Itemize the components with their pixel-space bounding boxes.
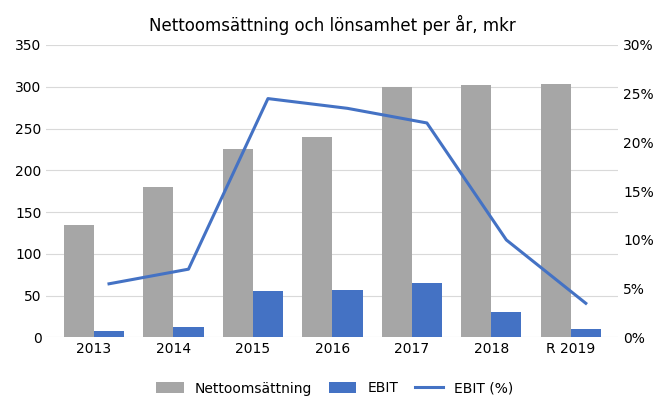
Bar [541, 84, 571, 337]
Bar [143, 187, 173, 337]
Bar [571, 329, 601, 337]
Title: Nettoomsättning och lönsamhet per år, mkr: Nettoomsättning och lönsamhet per år, mk… [149, 15, 516, 35]
Bar [302, 137, 332, 337]
EBIT (%) [423, 120, 431, 125]
Bar [332, 290, 363, 337]
Bar [491, 313, 521, 337]
Bar [94, 331, 124, 337]
Bar [412, 283, 442, 337]
Bar [173, 326, 203, 337]
EBIT (%) [185, 267, 193, 272]
Legend: Nettoomsättning, EBIT, EBIT (%): Nettoomsättning, EBIT, EBIT (%) [151, 376, 518, 401]
EBIT (%) [502, 237, 510, 242]
Bar [64, 225, 94, 337]
Line: EBIT (%): EBIT (%) [109, 99, 586, 303]
Bar [461, 85, 491, 337]
Bar [223, 149, 253, 337]
EBIT (%) [582, 301, 590, 306]
Bar [253, 291, 283, 337]
EBIT (%) [343, 106, 351, 111]
EBIT (%) [105, 282, 113, 286]
Bar [381, 87, 412, 337]
EBIT (%) [264, 96, 272, 101]
